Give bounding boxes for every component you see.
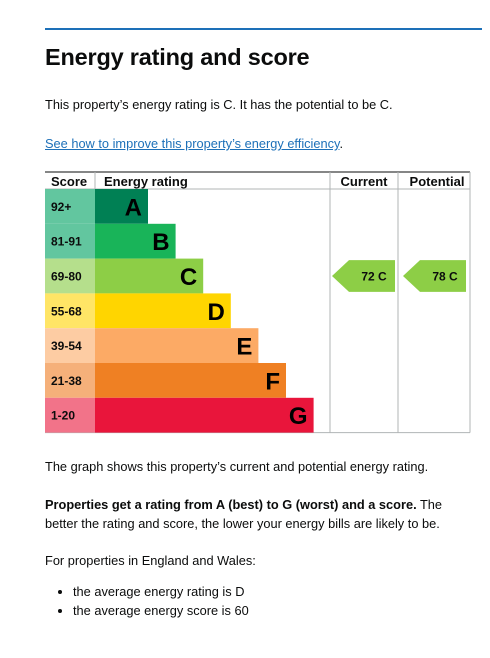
current-arrow [332, 260, 395, 292]
rating-letter-e: E [236, 334, 252, 361]
list-item: the average energy rating is D [73, 582, 249, 601]
current-rating-label: 72 C [361, 270, 387, 284]
rating-bar-d [95, 293, 231, 329]
rating-bar-c [95, 258, 204, 294]
score-label-c: 69-80 [51, 270, 82, 284]
potential-rating-label: 78 C [432, 270, 458, 284]
rating-explanation-lead: Properties get a rating from A (best) to… [45, 497, 417, 512]
rating-explanation: Properties get a rating from A (best) to… [45, 495, 475, 533]
score-cell-c [45, 258, 95, 294]
score-label-f: 21-38 [51, 374, 82, 388]
regions-intro: For properties in England and Wales: [45, 553, 256, 568]
header-potential: Potential [410, 174, 465, 189]
link-suffix: . [339, 136, 344, 151]
rating-letter-a: A [125, 194, 142, 221]
score-cell-b [45, 223, 95, 259]
score-cell-a [45, 189, 95, 224]
score-label-b: 81-91 [51, 235, 82, 249]
section-top-rule [45, 28, 482, 30]
rating-letter-d: D [207, 299, 224, 326]
rating-bar-g [95, 397, 314, 433]
improve-link-paragraph: See how to improve this property’s energ… [45, 134, 343, 153]
improve-efficiency-link[interactable]: See how to improve this property’s energ… [45, 136, 340, 151]
rating-bar-e [95, 328, 259, 363]
rating-letter-b: B [152, 229, 169, 256]
page-title: Energy rating and score [45, 44, 310, 70]
list-item: the average energy score is 60 [73, 601, 249, 620]
rating-bar-a [95, 189, 148, 224]
rating-explanation-rest: The better the rating and score, the low… [45, 497, 443, 531]
score-label-g: 1-20 [51, 409, 75, 423]
score-label-d: 55-68 [51, 304, 82, 318]
header-current: Current [341, 174, 389, 189]
score-cell-e [45, 328, 95, 363]
score-cell-g [45, 397, 95, 433]
header-score: Score [51, 174, 87, 189]
rating-letter-c: C [180, 264, 197, 291]
rating-bar-f [95, 363, 286, 398]
header-energy-rating: Energy rating [104, 174, 188, 189]
averages-list: the average energy rating is D the avera… [45, 582, 249, 620]
rating-letter-g: G [289, 403, 308, 430]
score-cell-f [45, 363, 95, 398]
score-label-a: 92+ [51, 200, 71, 214]
rating-letter-f: F [265, 368, 280, 395]
rating-bar-b [95, 223, 176, 259]
rating-summary: This property’s energy rating is C. It h… [45, 97, 393, 112]
score-label-e: 39-54 [51, 339, 82, 353]
score-cell-d [45, 293, 95, 329]
potential-arrow [403, 260, 466, 292]
graph-note: The graph shows this property’s current … [45, 459, 429, 474]
